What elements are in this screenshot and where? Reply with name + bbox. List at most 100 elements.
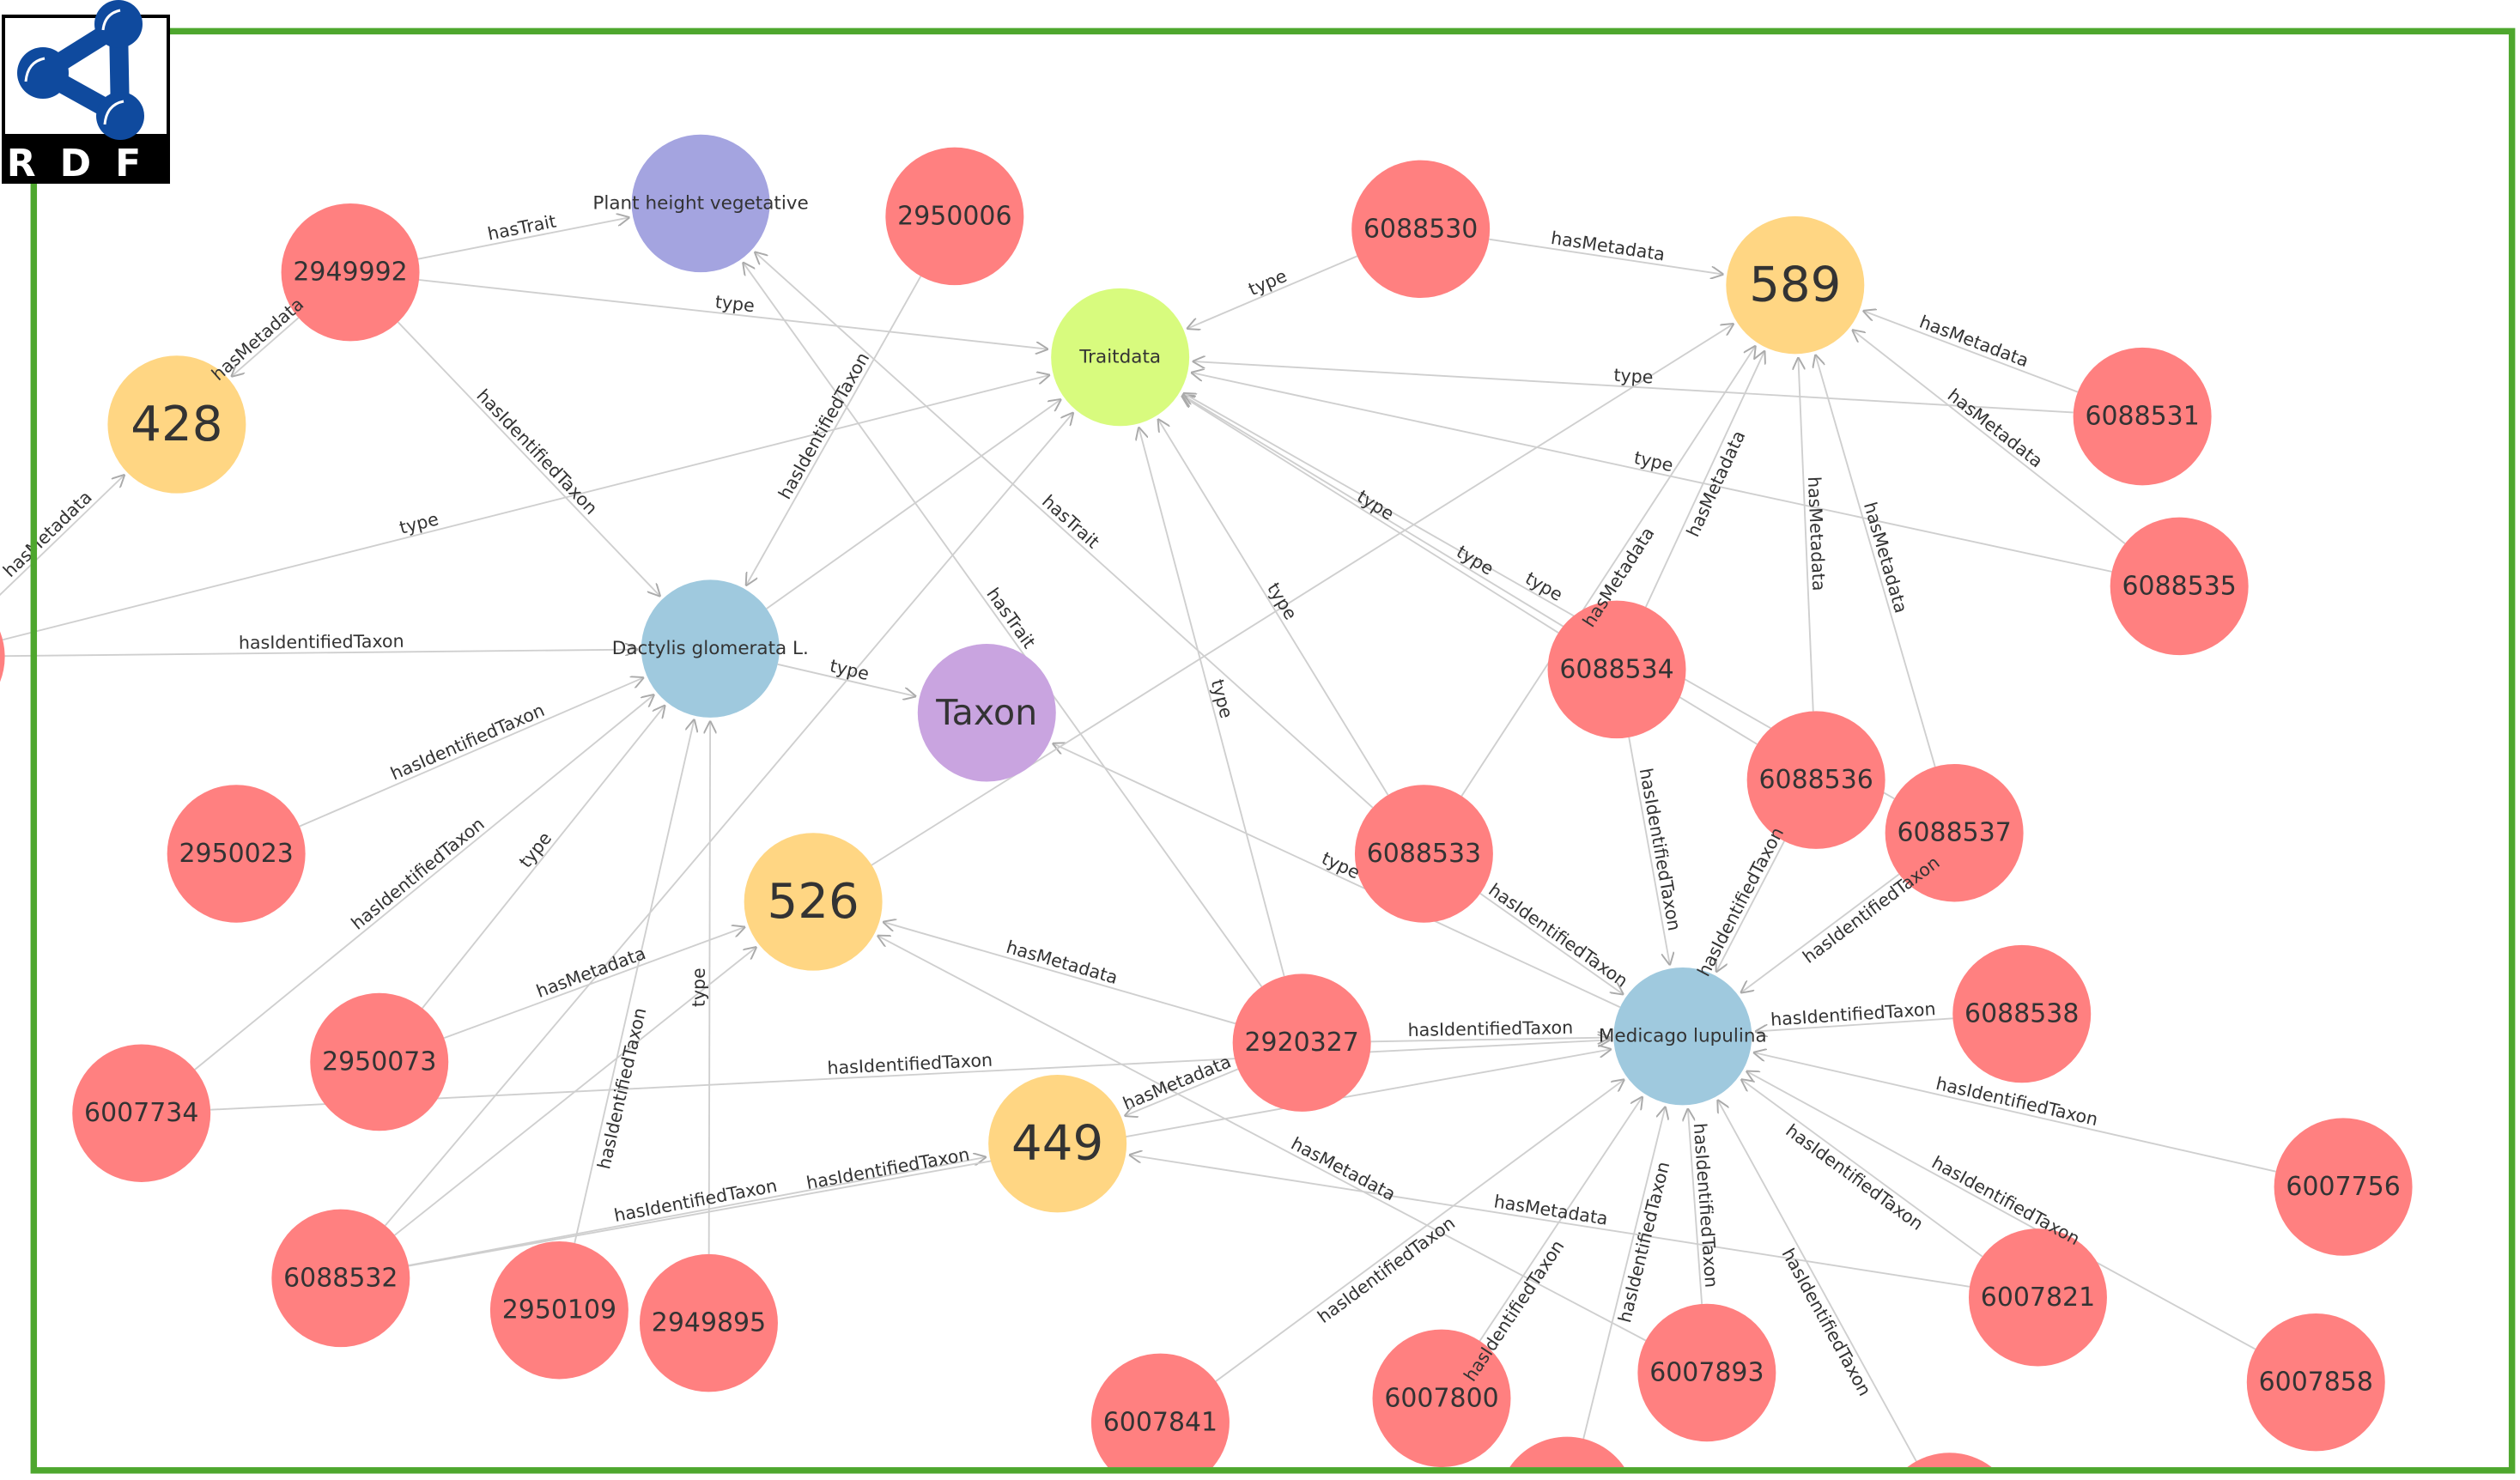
edge-6088538-medicago[interactable]: [1755, 1017, 1953, 1031]
edge-2950023-dactylis[interactable]: [299, 677, 644, 828]
node-ph[interactable]: Plant height vegetative: [592, 134, 809, 273]
edge-6088533-ph[interactable]: [755, 252, 1374, 809]
node-6007841[interactable]: 6007841: [1090, 1353, 1230, 1468]
edge-2950006-dactylis[interactable]: [746, 276, 922, 586]
edge-2920327-medicago[interactable]: [1370, 1038, 1611, 1042]
edge-6088535-traitdata[interactable]: [1191, 373, 2112, 573]
node-6007858[interactable]: 6007858: [2246, 1313, 2385, 1452]
edge-6007858-medicago[interactable]: [1746, 1071, 2256, 1350]
node-medicago[interactable]: Medicago lupulina: [1599, 967, 1767, 1106]
node-2949895[interactable]: 2949895: [639, 1253, 778, 1392]
edge-p1-medicago[interactable]: [1582, 1107, 1665, 1440]
edge-6007821-449[interactable]: [1129, 1155, 1970, 1288]
edge-offleft-dactylis[interactable]: [4, 650, 639, 658]
edge-6007893-526[interactable]: [877, 936, 1647, 1342]
node-6088531[interactable]: 6088531: [2073, 347, 2212, 486]
edge-offleft-traitdata[interactable]: [2, 375, 1050, 641]
edge-2920327-ph[interactable]: [743, 262, 1263, 987]
edge-2949895-dactylis[interactable]: [709, 721, 710, 1254]
edge-6088537-medicago[interactable]: [1740, 873, 1900, 992]
node-label: 6007800: [1384, 1383, 1498, 1413]
edge-6088534-medicago[interactable]: [1628, 737, 1670, 966]
edge-6088533-589[interactable]: [1460, 345, 1756, 797]
node-circle: [167, 785, 306, 923]
edge-6088532-449[interactable]: [408, 1157, 987, 1266]
node-2950109[interactable]: 2950109: [489, 1240, 628, 1380]
node-449[interactable]: 449: [988, 1074, 1127, 1213]
node-circle: [631, 134, 770, 273]
node-6088532[interactable]: 6088532: [271, 1209, 410, 1348]
edge-2950073-dactylis[interactable]: [422, 705, 665, 1009]
node-6088537[interactable]: 6088537: [1885, 763, 2024, 902]
node-circle: [988, 1074, 1127, 1213]
edge-6088534-589[interactable]: [1644, 350, 1765, 608]
node-taxon[interactable]: Taxon: [917, 644, 1056, 782]
edge-6088537-589[interactable]: [1815, 355, 1936, 767]
edge-label: hasIdentifiedTaxon: [1777, 1245, 1875, 1399]
edge-6007734-medicago[interactable]: [210, 1040, 1611, 1111]
edge-2950109-dactylis[interactable]: [574, 719, 694, 1244]
node-6007734[interactable]: 6007734: [72, 1044, 211, 1182]
edge-6007756-medicago[interactable]: [1753, 1052, 2276, 1173]
node-2920327[interactable]: 2920327: [1232, 974, 1371, 1112]
edge-2949992-ph[interactable]: [417, 217, 629, 260]
node-6088538[interactable]: 6088538: [1952, 944, 2092, 1083]
edge-2949992-428[interactable]: [231, 317, 300, 377]
node-label: 6088531: [2085, 402, 2199, 432]
node-2949992[interactable]: 2949992: [281, 203, 420, 342]
edge-6007893-medicago[interactable]: [1688, 1108, 1703, 1305]
edge-label: hasIdentifiedTaxon: [347, 814, 488, 934]
edge-6088536-589[interactable]: [1798, 357, 1814, 712]
edge-line: [1852, 330, 2126, 545]
edge-6088536-medicago[interactable]: [1716, 840, 1785, 973]
edge-2920327-traitdata[interactable]: [1139, 427, 1285, 977]
edge-6007841-medicago[interactable]: [1215, 1079, 1624, 1382]
edge-6088532-526[interactable]: [394, 947, 757, 1236]
edge-6007734-dactylis[interactable]: [194, 695, 654, 1071]
edge-offleft-428[interactable]: [0, 475, 124, 609]
node-6007821[interactable]: 6007821: [1968, 1228, 2107, 1367]
node-2950023[interactable]: 2950023: [167, 785, 306, 923]
edge-2949992-dactylis[interactable]: [397, 321, 661, 597]
node-p2[interactable]: [1907, 1453, 1992, 1468]
edge-medicago-taxon[interactable]: [1053, 743, 1621, 1009]
edge-label: type: [398, 508, 440, 537]
edge-2920327-526[interactable]: [883, 922, 1236, 1025]
node-dactylis[interactable]: Dactylis glomerata L.: [612, 579, 809, 718]
node-6007756[interactable]: 6007756: [2274, 1118, 2413, 1256]
edge-2950073-526[interactable]: [443, 927, 745, 1040]
edge-6007821-medicago[interactable]: [1741, 1079, 1983, 1258]
node-428[interactable]: 428: [107, 355, 246, 494]
edge-2920327-449[interactable]: [1124, 1068, 1239, 1116]
node-2950073[interactable]: 2950073: [310, 992, 449, 1131]
edge-6007800-medicago[interactable]: [1479, 1096, 1643, 1342]
node-6088530[interactable]: 6088530: [1351, 160, 1491, 299]
edge-p2-medicago[interactable]: [1717, 1100, 1917, 1462]
edge-line: [194, 695, 654, 1071]
node-traitdata[interactable]: Traitdata: [1051, 288, 1190, 427]
edge-6088534-traitdata[interactable]: [1181, 396, 1559, 634]
edge-6088533-medicago[interactable]: [1479, 893, 1624, 995]
edge-6088535-589[interactable]: [1852, 330, 2126, 545]
edge-label: hasMetadata: [1916, 312, 2031, 372]
edge-line: [1716, 840, 1785, 973]
edge-6088530-traitdata[interactable]: [1187, 255, 1358, 329]
edge-6088533-traitdata[interactable]: [1157, 419, 1389, 796]
edge-6088532-traitdata[interactable]: [385, 412, 1074, 1227]
node-526[interactable]: 526: [744, 833, 883, 971]
node-offleft[interactable]: [0, 588, 5, 725]
edge-6088530-589[interactable]: [1489, 238, 1723, 275]
node-2950006[interactable]: 2950006: [885, 147, 1024, 286]
edge-6088531-589[interactable]: [1863, 311, 2079, 393]
edge-dactylis-traitdata[interactable]: [766, 399, 1061, 610]
node-6088533[interactable]: 6088533: [1354, 785, 1493, 923]
node-6088535[interactable]: 6088535: [2110, 517, 2249, 656]
node-6007800[interactable]: 6007800: [1372, 1329, 1511, 1468]
node-6088536[interactable]: 6088536: [1746, 711, 1885, 849]
node-589[interactable]: 589: [1726, 215, 1865, 355]
node-p1[interactable]: [1509, 1436, 1624, 1468]
edge-2949992-traitdata[interactable]: [418, 279, 1048, 349]
node-6088534[interactable]: 6088534: [1547, 600, 1686, 739]
node-6007893[interactable]: 6007893: [1637, 1303, 1776, 1442]
